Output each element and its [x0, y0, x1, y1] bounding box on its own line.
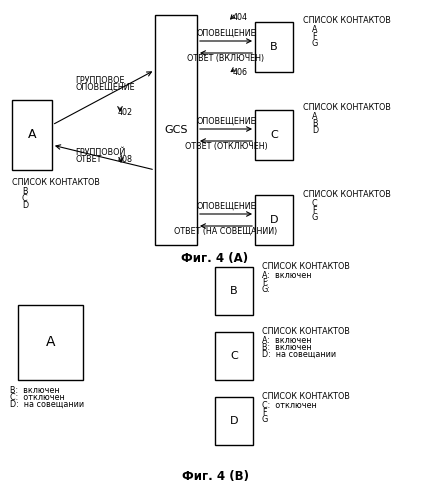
Text: ГРУППОВОЙ: ГРУППОВОЙ: [75, 148, 125, 157]
Text: A: A: [312, 25, 317, 34]
Text: C: C: [22, 194, 27, 203]
Text: F: F: [312, 32, 317, 41]
Text: F:: F:: [262, 278, 269, 287]
Bar: [215, 332, 253, 380]
Text: СПИСОК КОНТАКТОВ: СПИСОК КОНТАКТОВ: [262, 262, 350, 271]
Text: СПИСОК КОНТАКТОВ: СПИСОК КОНТАКТОВ: [262, 392, 350, 401]
Text: C: C: [230, 351, 238, 361]
Text: B: B: [270, 42, 278, 52]
Text: C:  отключен: C: отключен: [10, 393, 65, 402]
Text: B:  включен: B: включен: [10, 386, 60, 395]
Text: Фиг. 4 (B): Фиг. 4 (B): [181, 470, 248, 483]
Text: B:  включен: B: включен: [262, 343, 311, 352]
Text: ОТВЕТ (ОТКЛЮЧЕН): ОТВЕТ (ОТКЛЮЧЕН): [184, 142, 267, 151]
Text: G: G: [262, 415, 268, 424]
Text: ОТВЕТ (ВКЛЮЧЕН): ОТВЕТ (ВКЛЮЧЕН): [187, 54, 265, 63]
Text: 406: 406: [233, 68, 248, 77]
Text: ОПОВЕЩЕНИЕ: ОПОВЕЩЕНИЕ: [196, 29, 256, 38]
Text: СПИСОК КОНТАКТОВ: СПИСОК КОНТАКТОВ: [303, 16, 391, 25]
Text: 404: 404: [233, 13, 248, 22]
Text: A: A: [46, 336, 55, 349]
Text: Фиг. 4 (A): Фиг. 4 (A): [181, 252, 248, 265]
Bar: [215, 397, 253, 445]
Text: A: A: [28, 128, 36, 141]
Text: G: G: [312, 213, 318, 222]
Text: 408: 408: [118, 155, 133, 164]
Text: D:  на совещании: D: на совещании: [10, 400, 84, 409]
Text: A:  включен: A: включен: [262, 336, 311, 345]
Text: F: F: [312, 206, 317, 215]
Text: ОПОВЕЩЕНИЕ: ОПОВЕЩЕНИЕ: [196, 117, 256, 126]
Bar: [255, 195, 293, 245]
Text: GCS: GCS: [164, 125, 188, 135]
Text: G: G: [312, 39, 318, 48]
Text: ОПОВЕЩЕНИЕ: ОПОВЕЩЕНИЕ: [196, 202, 256, 211]
Text: D: D: [22, 201, 28, 210]
Bar: [155, 15, 197, 245]
Text: D: D: [312, 126, 318, 135]
Text: B: B: [230, 286, 238, 296]
Text: 402: 402: [118, 108, 133, 117]
Text: G:: G:: [262, 285, 271, 294]
Text: СПИСОК КОНТАКТОВ: СПИСОК КОНТАКТОВ: [262, 327, 350, 336]
Bar: [215, 267, 253, 315]
Text: ОПОВЕЩЕНИЕ: ОПОВЕЩЕНИЕ: [75, 83, 135, 92]
Text: СПИСОК КОНТАКТОВ: СПИСОК КОНТАКТОВ: [12, 178, 100, 187]
Text: F: F: [262, 408, 266, 417]
Bar: [255, 110, 293, 160]
Text: СПИСОК КОНТАКТОВ: СПИСОК КОНТАКТОВ: [303, 103, 391, 112]
Bar: [12, 100, 52, 170]
Text: B: B: [22, 187, 27, 196]
Text: C:  отключен: C: отключен: [262, 401, 317, 410]
Text: D: D: [230, 416, 238, 426]
Text: ГРУППОВОЕ: ГРУППОВОЕ: [75, 76, 124, 85]
Bar: [18, 305, 83, 380]
Text: C: C: [312, 199, 317, 208]
Bar: [255, 22, 293, 72]
Text: D:  на совещании: D: на совещании: [262, 350, 336, 359]
Text: C: C: [270, 130, 278, 140]
Text: A:  включен: A: включен: [262, 271, 311, 280]
Text: ОТВЕТ (НА СОВЕЩАНИИ): ОТВЕТ (НА СОВЕЩАНИИ): [174, 227, 278, 236]
Text: A: A: [312, 112, 317, 121]
Text: СПИСОК КОНТАКТОВ: СПИСОК КОНТАКТОВ: [303, 190, 391, 199]
Text: ОТВЕТ: ОТВЕТ: [75, 155, 101, 164]
Text: D: D: [270, 215, 278, 225]
Text: B: B: [312, 119, 317, 128]
